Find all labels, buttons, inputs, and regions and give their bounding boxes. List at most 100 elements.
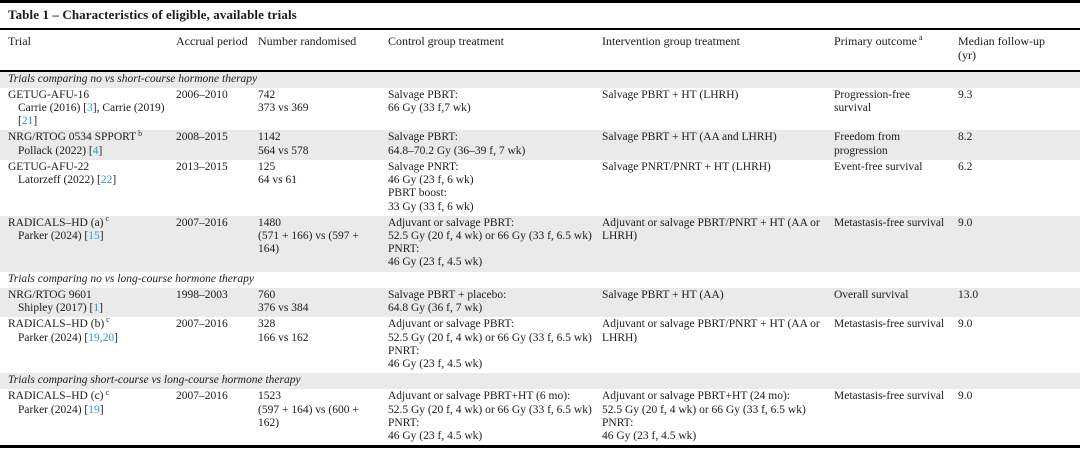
trial-cell: RADICALS–HD (c) c Parker (2024) [19] — [0, 387, 176, 446]
column-header-intervention-group-treatment: Intervention group treatment — [602, 30, 834, 72]
control-treatment-cell: Salvage PNRT: 46 Gy (23 f, 6 wk) PBRT bo… — [388, 160, 474, 213]
intervention-treatment-cell: Salvage PBRT + HT (AA and LHRH) — [602, 131, 777, 144]
accrual-period-cell: 2007–2016 — [176, 318, 228, 331]
median-followup-cell: 9.0 — [958, 318, 973, 331]
citation-text: ], Carrie (2019) [ — [18, 102, 165, 128]
trial-row: GETUG-AFU-16 Carrie (2016) [3], Carrie (2… — [0, 88, 1080, 131]
trial-name: GETUG-AFU-16 — [8, 88, 90, 101]
number-randomised-cell: 1142 564 vs 578 — [258, 131, 309, 157]
control-treatment-cell: Salvage PBRT + placebo: 64.8 Gy (36 f, 7… — [388, 288, 507, 315]
trial-citation: Shipley (2017) [1] — [8, 302, 168, 315]
table-title: Table 1 – Characteristics of eligible, a… — [0, 0, 1080, 30]
control-treatment-cell: Salvage PBRT: 66 Gy (33 f,7 wk) — [388, 88, 471, 115]
citation-text: ] — [114, 331, 118, 344]
trial-name: RADICALS–HD (c) c — [8, 387, 110, 403]
citation-text: Parker (2024) [ — [18, 403, 89, 416]
trials-table: Trial Accrual period Number randomised Cont… — [0, 30, 1080, 449]
column-header-median-follow-up-yr: Median follow-up (yr) — [958, 30, 1080, 72]
intervention-treatment-cell: Adjuvant or salvage PBRT+HT (24 mo): 52.… — [602, 390, 806, 443]
intervention-treatment-cell: Adjuvant or salvage PBRT/PNRT + HT (AA o… — [602, 318, 820, 344]
accrual-period-cell: 2007–2016 — [176, 216, 228, 229]
median-followup-cell: 8.2 — [958, 131, 973, 144]
footnote-marker: a — [918, 33, 923, 42]
intervention-treatment-cell: Salvage PBRT + HT (AA) — [602, 288, 724, 301]
citation-text: Shipley (2017) [ — [18, 302, 94, 315]
median-followup-cell: 9.3 — [958, 88, 973, 101]
trial-row: NRG/RTOG 9601 Shipley (2017) [1] 1998–2003… — [0, 287, 1080, 318]
trial-citation: Parker (2024) [15] — [8, 230, 168, 243]
citation-text: Carrie (2016) [ — [18, 102, 87, 115]
primary-outcome-cell: Event-free survival — [834, 160, 923, 173]
section-row: Trials comparing short-course vs long-co… — [0, 373, 1080, 390]
citation-text: Parker (2024) [ — [18, 230, 89, 242]
citation-link[interactable]: 22 — [100, 174, 113, 187]
citation-text: Parker (2024) [ — [18, 331, 89, 344]
citation-link[interactable]: 19 — [88, 403, 100, 416]
trial-name: GETUG-AFU-22 — [8, 160, 90, 173]
control-treatment-cell: Adjuvant or salvage PBRT: 52.5 Gy (20 f,… — [388, 216, 592, 269]
citation-text: ] — [112, 174, 117, 187]
footnote-marker: b — [138, 128, 143, 138]
citation-link[interactable]: 15 — [88, 230, 100, 242]
footnote-marker: c — [105, 387, 110, 397]
accrual-period-cell: 1998–2003 — [176, 288, 228, 301]
citation-text: ] — [99, 230, 104, 242]
number-randomised-cell: 742 373 vs 369 — [258, 88, 309, 115]
trial-row: GETUG-AFU-22 Latorzeff (2022) [22] 2013–20… — [0, 160, 1080, 216]
trial-name: RADICALS–HD (a) c — [8, 213, 110, 229]
control-treatment-cell: Salvage PBRT: 64.8–70.2 Gy (36–39 f, 7 w… — [388, 131, 526, 157]
trial-cell: GETUG-AFU-22 Latorzeff (2022) [22] — [0, 160, 176, 216]
median-followup-cell: 9.0 — [958, 216, 973, 229]
trial-citation: Carrie (2016) [3], Carrie (2019) [21] — [8, 102, 168, 128]
trial-name: NRG/RTOG 9601 — [8, 288, 92, 301]
primary-outcome-cell: Metastasis-free survival — [834, 318, 945, 331]
number-randomised-cell: 1480 (571 + 166) vs (597 + 164) — [258, 216, 359, 256]
trial-citation: Latorzeff (2022) [22] — [8, 174, 168, 187]
primary-outcome-cell: Progression-free survival — [834, 88, 911, 115]
citation-text: Latorzeff (2022) [ — [18, 174, 101, 187]
primary-outcome-cell: Metastasis-free survival — [834, 390, 945, 403]
column-header-accrual-period: Accrual period — [176, 30, 258, 72]
citation-text: ] — [33, 115, 38, 128]
control-treatment-cell: Adjuvant or salvage PBRT: 52.5 Gy (20 f,… — [388, 318, 592, 370]
section-header-label: Trials comparing no vs long-course hormo… — [8, 272, 254, 285]
primary-outcome-cell: Freedom from progression — [834, 131, 901, 157]
trial-name: RADICALS–HD (b) c — [8, 315, 110, 331]
primary-outcome-cell: Metastasis-free survival — [834, 216, 945, 229]
section-header-label: Trials comparing no vs short-course horm… — [8, 72, 258, 85]
citation-link[interactable]: 21 — [21, 115, 34, 128]
trial-row: NRG/RTOG 0534 SPPORT b Pollack (2022) [4] 2… — [0, 128, 1080, 160]
number-randomised-cell: 328 166 vs 162 — [258, 318, 309, 344]
accrual-period-cell: 2007–2016 — [176, 390, 228, 403]
citation-link[interactable]: 19,20 — [88, 331, 115, 344]
intervention-treatment-cell: Adjuvant or salvage PBRT/PNRT + HT (AA o… — [602, 216, 820, 242]
accrual-period-cell: 2013–2015 — [176, 160, 228, 173]
citation-text: ] — [99, 302, 103, 315]
column-header-number-randomised: Number randomised — [258, 30, 388, 72]
citation-link[interactable]: 4 — [92, 144, 99, 157]
number-randomised-cell: 1523 (597 + 164) vs (600 + 162) — [258, 390, 359, 429]
number-randomised-cell: 125 64 vs 61 — [258, 160, 297, 187]
number-randomised-cell: 760 376 vs 384 — [258, 288, 309, 315]
intervention-treatment-cell: Salvage PNRT/PNRT + HT (LHRH) — [602, 160, 771, 173]
column-header-trial: Trial — [0, 30, 176, 72]
section-row: Trials comparing no vs long-course hormo… — [0, 272, 1080, 288]
trial-row: RADICALS–HD (b) c Parker (2024) [19,20] 200… — [0, 315, 1080, 373]
median-followup-cell: 6.2 — [958, 160, 973, 173]
citation-link[interactable]: 3 — [86, 102, 93, 115]
citation-text: ] — [99, 403, 104, 416]
accrual-period-cell: 2006–2010 — [176, 88, 228, 101]
citation-link[interactable]: 1 — [93, 302, 100, 315]
trial-cell: GETUG-AFU-16 Carrie (2016) [3], Carrie (2… — [0, 88, 176, 131]
trial-name: NRG/RTOG 0534 SPPORT b — [8, 128, 143, 144]
footnote-marker: c — [106, 315, 110, 325]
accrual-period-cell: 2008–2015 — [176, 131, 228, 144]
trial-row: RADICALS–HD (a) c Parker (2024) [15] 2007–2… — [0, 213, 1080, 272]
trial-cell: NRG/RTOG 9601 Shipley (2017) [1] — [0, 288, 176, 317]
column-header-control-group-treatment: Control group treatment — [388, 30, 602, 72]
footnote-marker: c — [105, 213, 110, 223]
trial-citation: Pollack (2022) [4] — [8, 145, 168, 158]
intervention-treatment-cell: Salvage PBRT + HT (LHRH) — [602, 88, 739, 101]
control-treatment-cell: Adjuvant or salvage PBRT+HT (6 mo): 52.5… — [388, 390, 592, 443]
